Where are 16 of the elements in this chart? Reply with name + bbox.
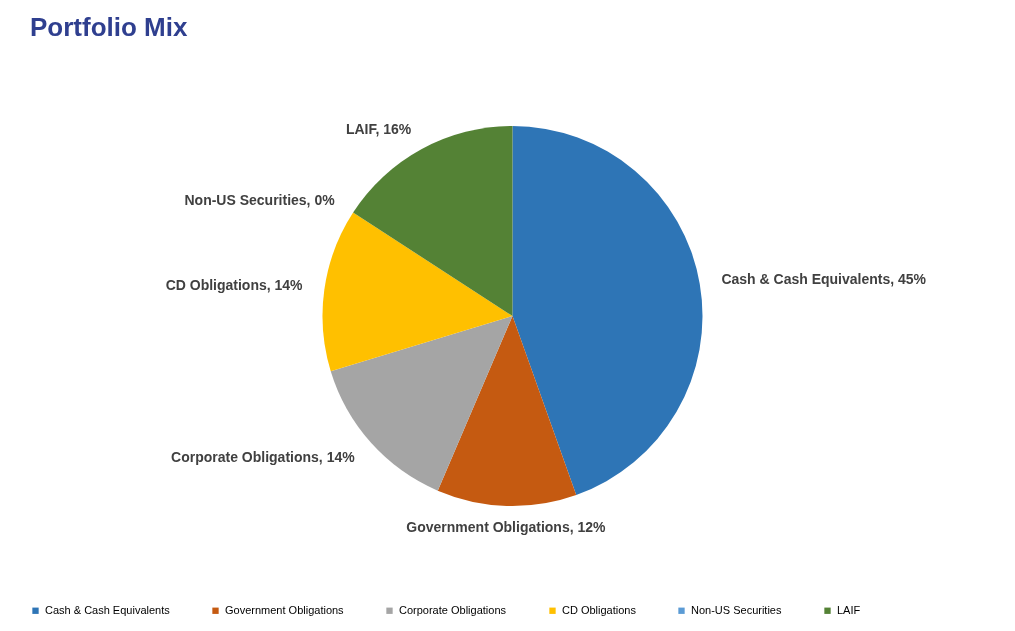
pie-slice	[437, 316, 577, 506]
legend-label: Government Obligations	[225, 603, 345, 616]
legend-label: Cash & Cash Equivalents	[45, 603, 171, 616]
legend-label: LAIF	[837, 603, 861, 616]
data-label: Corporate Obligations, 14%	[171, 448, 356, 465]
data-label: Cash & Cash Equivalents, 45%	[721, 270, 927, 287]
text: Non-US Securities, 0%	[184, 191, 335, 208]
chart-title: Portfolio Mix	[30, 12, 188, 42]
data-label: LAIF, 16%	[345, 120, 412, 137]
legend-label: CD Obligations	[562, 603, 637, 616]
data-label: Government Obligations, 12%	[406, 518, 607, 535]
pie-slice	[512, 126, 703, 495]
legend-label: Non-US Securities	[691, 603, 782, 616]
legend-label: Corporate Obligations	[399, 603, 507, 616]
data-label: CD Obligations, 14%	[165, 277, 304, 294]
pie-slice	[322, 212, 513, 372]
